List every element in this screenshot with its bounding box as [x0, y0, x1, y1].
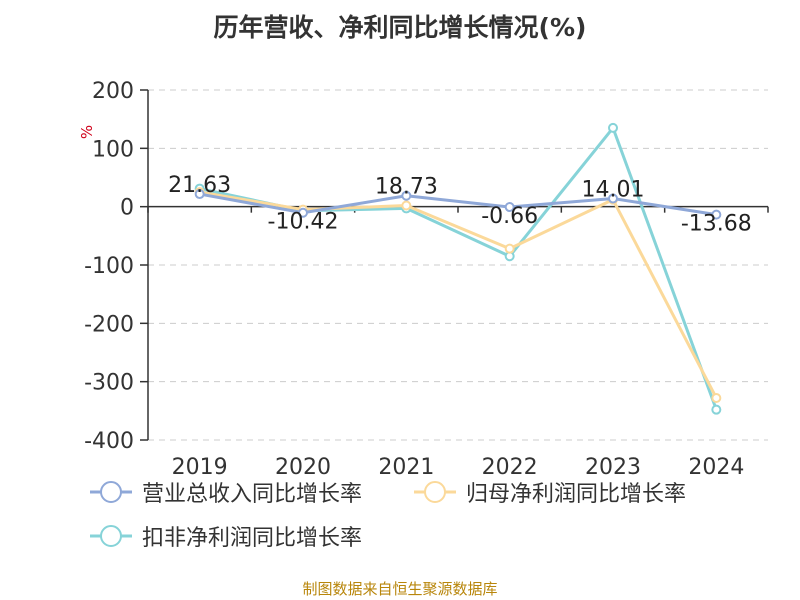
- chart-title: 历年营收、净利同比增长情况(%): [213, 13, 587, 42]
- y-axis-label: %: [78, 125, 96, 139]
- y-tick-label: -300: [84, 371, 134, 396]
- x-tick-label: 2020: [275, 455, 331, 480]
- data-point: [711, 393, 722, 403]
- data-point: [608, 193, 618, 204]
- data-label: -10.42: [268, 210, 339, 235]
- legend-label-deducted-profit: 扣非净利润同比增长率: [142, 526, 363, 551]
- y-tick-label: 100: [92, 137, 134, 162]
- legend-marker-net-profit: [414, 481, 456, 503]
- legend-label-revenue: 营业总收入同比增长率: [142, 482, 363, 507]
- x-tick-label: 2021: [378, 455, 434, 480]
- data-label: -13.68: [681, 212, 752, 237]
- legend-item-net-profit[interactable]: 归母净利润同比增长率: [412, 477, 686, 507]
- data-point: [608, 122, 618, 133]
- data-label: -0.66: [481, 204, 538, 229]
- data-point: [504, 202, 515, 213]
- x-tick-label: 2024: [688, 455, 744, 480]
- data-point: [298, 207, 308, 218]
- legend-item-deducted-profit[interactable]: 扣非净利润同比增长率: [88, 521, 362, 551]
- y-tick-label: -400: [84, 429, 134, 454]
- legend-marker-revenue: [90, 481, 132, 503]
- x-tick-label: 2023: [585, 455, 641, 480]
- legend-marker-deducted-profit: [90, 525, 132, 547]
- data-label: 21.63: [168, 173, 231, 198]
- y-tick-label: -100: [84, 254, 134, 279]
- x-tick-label: 2019: [172, 455, 228, 480]
- series-line: [199, 190, 718, 399]
- data-point: [194, 189, 205, 200]
- x-tick-label: 2022: [482, 455, 538, 480]
- y-tick-label: 200: [92, 79, 134, 104]
- legend-label-net-profit: 归母净利润同比增长率: [466, 482, 687, 507]
- data-point: [401, 190, 412, 201]
- data-label: 14.01: [582, 177, 645, 202]
- series-line: [199, 126, 718, 411]
- data-point: [711, 209, 722, 220]
- data-point: [401, 200, 412, 211]
- legend-item-revenue[interactable]: 营业总收入同比增长率: [88, 477, 362, 507]
- y-tick-label: 0: [120, 196, 134, 221]
- data-label: 18.73: [375, 175, 438, 200]
- data-point: [711, 404, 722, 415]
- series-line: [199, 192, 717, 217]
- data-point: [504, 243, 515, 254]
- y-tick-label: -200: [84, 312, 134, 337]
- data-source-note: 制图数据来自恒生聚源数据库: [302, 580, 498, 598]
